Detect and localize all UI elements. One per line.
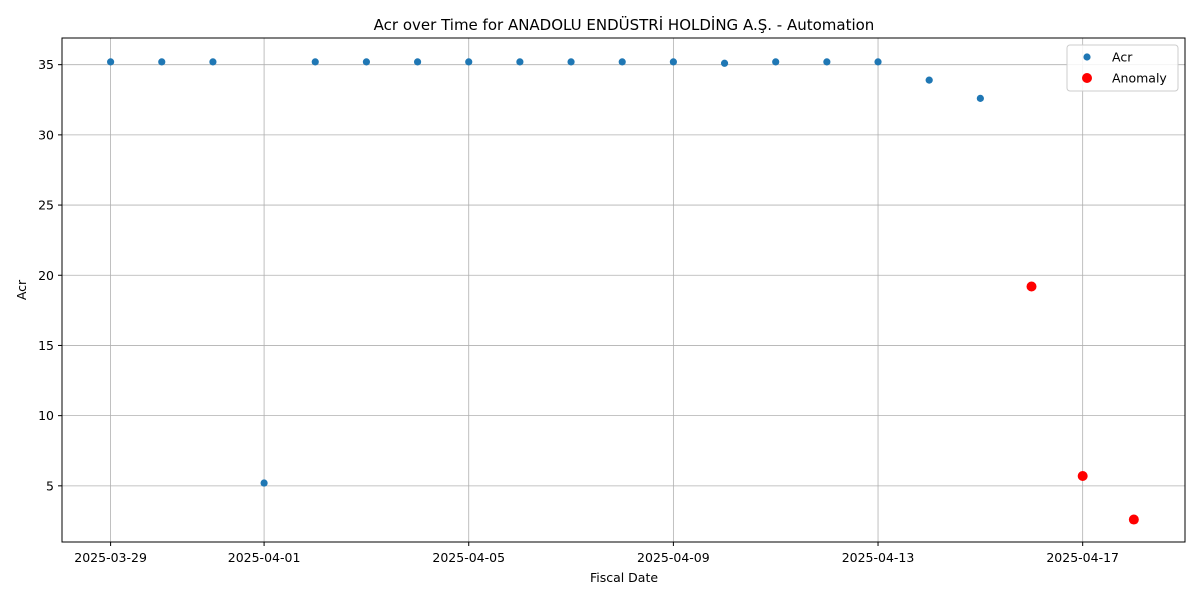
acr-point	[567, 58, 575, 66]
x-tick-label: 2025-03-29	[74, 550, 147, 565]
acr-point	[516, 58, 524, 66]
y-tick-label: 10	[38, 408, 54, 423]
legend-marker-acr	[1083, 53, 1091, 61]
acr-point	[720, 59, 729, 67]
y-axis-label: Acr	[14, 279, 29, 300]
acr-point	[669, 58, 677, 66]
acr-point	[925, 76, 933, 84]
acr-point	[209, 58, 217, 66]
x-tick-label: 2025-04-13	[842, 550, 915, 565]
chart-title: Acr over Time for ANADOLU ENDÜSTRİ HOLDİ…	[374, 15, 875, 34]
anomaly-point	[1128, 514, 1139, 525]
legend-label-anomaly: Anomaly	[1112, 71, 1167, 86]
acr-point	[413, 58, 422, 66]
data-points	[107, 58, 1139, 525]
acr-point	[976, 94, 984, 102]
acr-point	[107, 58, 115, 66]
anomaly-point	[1026, 281, 1037, 292]
x-axis-ticks: 2025-03-29 2025-04-01 2025-04-05 2025-04-09…	[74, 542, 1119, 565]
y-tick-label: 15	[38, 338, 54, 353]
plot-frame	[61, 37, 1186, 543]
y-tick-label: 35	[38, 57, 54, 72]
legend: Acr Anomaly	[1066, 44, 1179, 92]
legend-label-acr: Acr	[1112, 50, 1133, 65]
y-axis-ticks: 5 10 15 20 25 30 35	[38, 57, 62, 493]
y-tick-label: 20	[38, 268, 54, 283]
legend-marker-anomaly	[1082, 73, 1092, 83]
acr-point	[311, 58, 319, 66]
x-tick-label: 2025-04-09	[637, 550, 710, 565]
x-tick-label: 2025-04-05	[432, 550, 505, 565]
acr-point	[260, 479, 268, 487]
acr-point	[823, 58, 831, 66]
anomaly-point	[1077, 471, 1088, 482]
y-tick-label: 30	[38, 127, 54, 142]
acr-point	[874, 58, 882, 66]
x-tick-label: 2025-04-17	[1046, 550, 1119, 565]
acr-point	[158, 58, 166, 66]
y-tick-label: 5	[46, 478, 54, 493]
x-axis-label: Fiscal Date	[590, 570, 658, 585]
y-tick-label: 25	[38, 198, 54, 213]
acr-point	[618, 58, 626, 66]
x-tick-label: 2025-04-01	[228, 550, 301, 565]
acr-point	[362, 58, 371, 66]
legend-box	[1066, 44, 1179, 92]
acr-point	[772, 58, 780, 66]
acr-point	[465, 58, 473, 66]
grid-lines	[62, 38, 1185, 542]
